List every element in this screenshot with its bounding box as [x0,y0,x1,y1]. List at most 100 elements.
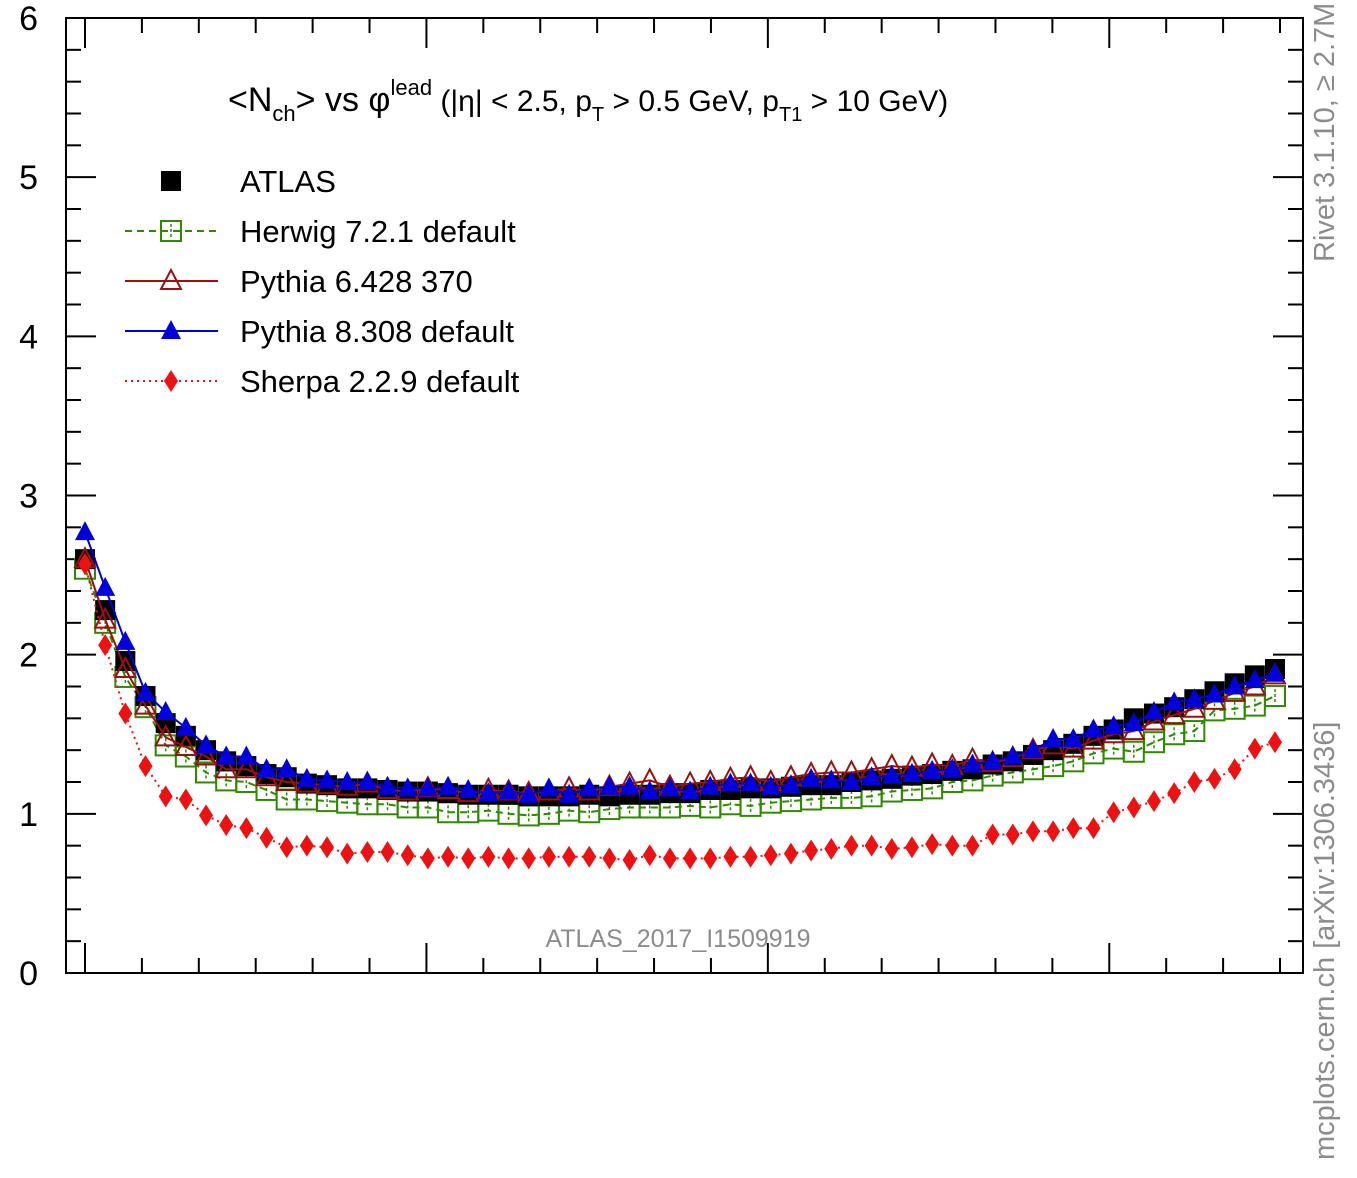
data-point [1043,728,1064,748]
data-point [501,847,516,870]
data-point [337,771,358,790]
data-point [559,783,580,803]
data-point [1187,771,1202,793]
series-layer [73,521,1287,871]
y-tick-label: 4 [19,318,38,356]
data-point [1066,817,1081,840]
data-point [904,836,919,859]
data-point [1243,694,1266,717]
data-point [901,763,922,783]
data-point [118,702,133,725]
data-point [95,576,116,596]
y-tick-label: 6 [19,0,38,38]
data-point [299,834,314,857]
data-point [538,777,559,797]
legend-marker [161,320,181,339]
data-point [1061,735,1085,758]
data-point [639,780,660,800]
data-point [478,782,499,802]
data-point [497,802,520,825]
data-point [178,788,193,811]
data-point [683,847,698,870]
data-point [196,734,217,754]
data-point [1268,731,1282,754]
data-point [133,692,158,715]
data-point [236,745,257,765]
data-point [78,552,92,575]
data-point [320,836,335,859]
data-point [1244,669,1265,689]
data-point [138,755,153,778]
data-point [1143,700,1164,720]
data-point [824,837,839,860]
legend-label: Pythia 8.308 default [240,314,514,349]
data-point [93,606,117,629]
data-point [518,783,539,803]
data-point [804,839,819,862]
data-point [154,724,178,747]
data-point [377,775,398,795]
data-point [760,775,781,795]
data-point [1204,683,1225,703]
data-point [461,847,476,870]
y-tick-label: 2 [19,637,38,675]
data-point [1086,817,1101,840]
data-point [417,777,438,797]
data-point [965,834,980,857]
series-atlas [75,549,1285,807]
data-point [98,634,113,657]
data-point [216,745,237,765]
data-point [1083,718,1104,738]
data-point [437,801,460,824]
data-point [739,794,762,817]
data-point [864,834,879,857]
data-point [317,769,338,789]
data-point [113,655,137,678]
data-point [1184,688,1205,708]
data-point [541,845,556,868]
data-point [521,847,536,870]
legend-marker [159,267,183,290]
data-point [619,775,640,795]
data-point [1163,723,1186,746]
data-point [1081,727,1106,750]
data-point [922,759,943,779]
data-point [340,842,355,865]
data-point [1106,801,1121,824]
data-point [115,630,136,650]
data-point [1162,702,1186,725]
data-point [259,826,274,849]
data-point [881,764,902,784]
legend-entry: Pythia 8.308 default [125,314,514,349]
analysis-label: ATLAS_2017_I1509919 [545,925,810,953]
data-point [498,780,519,800]
legend: ATLAS Herwig 7.2.1 default Pythia 6.428 37… [125,164,520,399]
data-point [945,834,960,857]
data-point [1164,691,1185,711]
series-sherpa-2-2-9-default [78,552,1282,871]
data-point [763,844,778,867]
data-point [1182,695,1206,718]
data-point [1224,675,1245,695]
mcplots-source-label: mcplots.cern.ch [arXiv:1306.3436] [1309,721,1341,1160]
data-point [360,841,375,864]
data-point [279,836,294,859]
data-point [1146,790,1161,813]
legend-label: Herwig 7.2.1 default [240,214,516,249]
data-point [985,823,1000,846]
data-point [1062,750,1085,773]
data-point [1002,745,1023,765]
legend-label: Pythia 6.428 370 [240,264,473,299]
data-point [925,833,940,856]
data-point [1082,742,1105,765]
data-point [703,847,718,870]
data-point [239,817,254,840]
data-point [135,681,156,701]
data-point [1183,720,1206,743]
y-tick-label: 1 [19,796,38,834]
data-point [1126,796,1141,819]
data-point [380,841,395,864]
data-point [942,758,963,778]
legend-entry: Sherpa 2.2.9 default [125,364,520,399]
